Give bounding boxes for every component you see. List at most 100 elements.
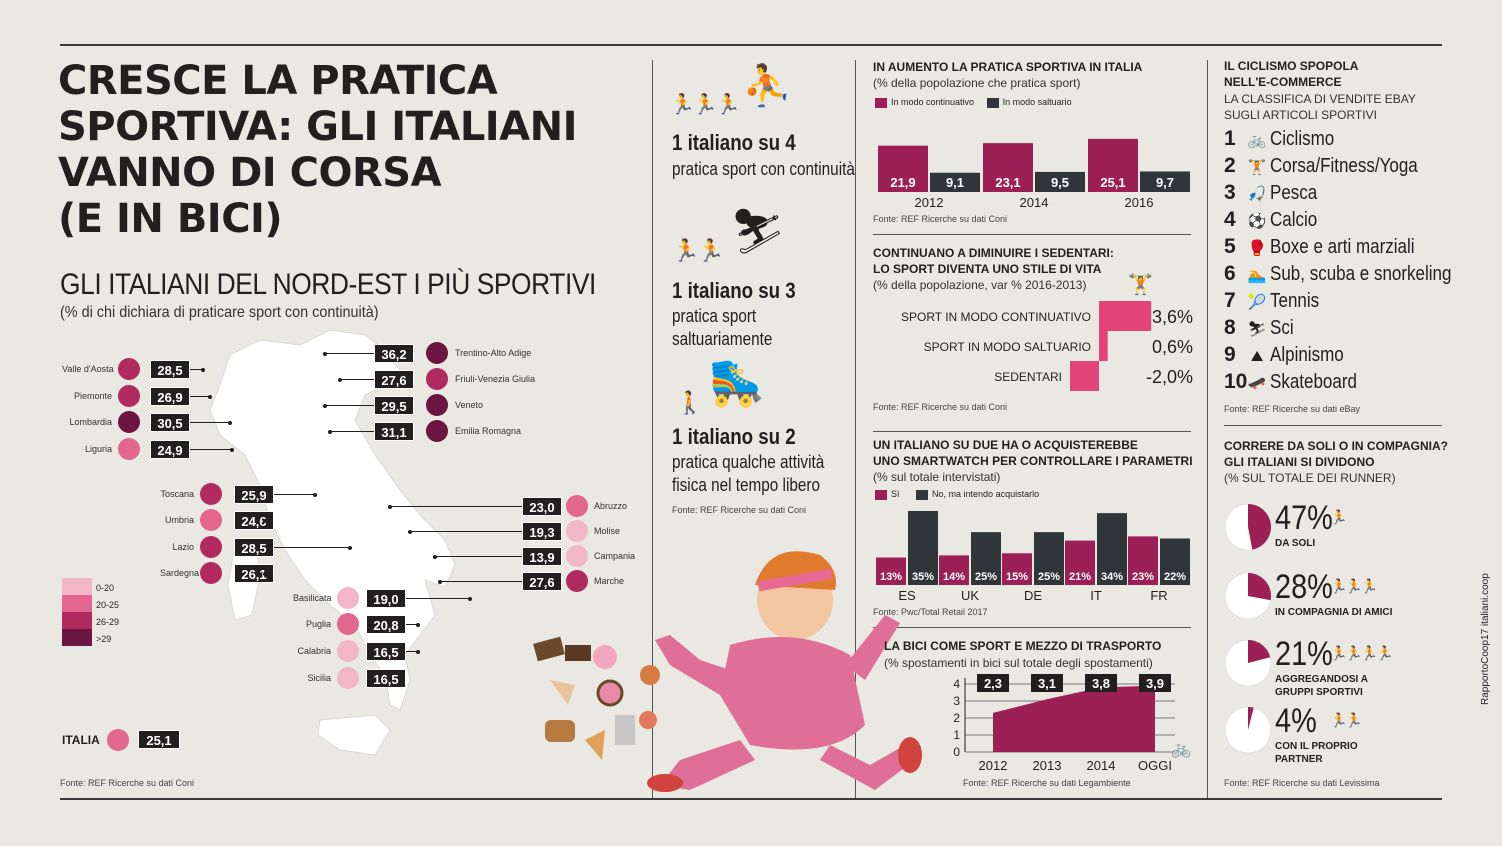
- runners-icon: 🏃🏃: [1330, 712, 1363, 728]
- pie-category-label: AGGREGANDOSI A GRUPPI SPORTIVI: [1275, 674, 1368, 698]
- region-connector: [406, 624, 418, 625]
- region-connector-dot: [388, 504, 392, 509]
- title-line: VANNO DI CORSA: [58, 150, 442, 196]
- ebay-rank-item: 9 ⛰ Alpinismo: [1224, 343, 1357, 369]
- bar-si: [1002, 553, 1032, 585]
- region-value: 25,9: [234, 485, 274, 504]
- region-dot: [118, 385, 140, 407]
- pie-slice: [1248, 504, 1271, 550]
- region-connector-dot: [323, 351, 327, 356]
- bar-si: [1065, 540, 1095, 585]
- region-dot: [200, 562, 222, 584]
- region-dot: [118, 438, 140, 460]
- region-dot: [337, 667, 359, 689]
- chart1-legend: In modo continuativo In modo saltuario: [875, 97, 1072, 108]
- top-rule: [60, 44, 1442, 46]
- column-divider-3: [1207, 60, 1208, 798]
- bar-value-label: 23%: [1132, 571, 1154, 583]
- region-dot: [566, 545, 588, 567]
- rank-name: Tennis: [1270, 290, 1320, 312]
- region-connector-dot: [400, 676, 404, 681]
- fishing-icon: 🎣: [1247, 186, 1267, 203]
- region-connector: [340, 379, 374, 380]
- side-credit: RapportoCoop17 italiani.coop: [1480, 573, 1491, 705]
- region-dot: [426, 368, 448, 390]
- region-dot: [118, 411, 140, 433]
- region-dot: [566, 520, 588, 542]
- bar-in-modo-continuativo: [1088, 138, 1138, 192]
- bar-value-label: 0,6%: [1152, 337, 1193, 357]
- ebay-source: Fonte: REF Ricerche su dati eBay: [1224, 404, 1361, 414]
- stat-big: 1 italiano su 2: [672, 424, 796, 449]
- chart1-title: IN AUMENTO LA PRATICA SPORTIVA IN ITALIA: [873, 60, 1143, 74]
- value-box: [1085, 674, 1117, 692]
- runners-title-text: CORRERE DA SOLI O IN COMPAGNIA? GLI ITAL…: [1224, 439, 1449, 469]
- category-label: SEDENTARI: [994, 370, 1062, 384]
- region-value: 24,9: [150, 440, 190, 459]
- runners-subtitle: (% SUL TOTALE DEI RUNNER): [1224, 471, 1396, 485]
- legend-swatch: [986, 97, 999, 108]
- map-title: GLI ITALIANI DEL NORD-EST I PIÙ SPORTIVI: [60, 268, 596, 301]
- rank-number: 8: [1224, 316, 1236, 339]
- region-value: 26,1: [234, 564, 274, 583]
- chart4-svg: 0 1 2 3 4 2,3 2012 3,1 2013 3,8 2014 3,9 OGGI🚲: [953, 674, 1191, 773]
- y-tick-label: 3: [953, 694, 960, 708]
- legend-item: 0-20: [62, 578, 119, 596]
- x-tick-label: 2016: [1125, 195, 1154, 210]
- region-name: Abruzzo: [594, 501, 628, 511]
- region-value: 19,3: [522, 522, 562, 541]
- row-divider-3: [873, 627, 1191, 628]
- tennis-icon: 🎾: [1247, 294, 1267, 311]
- region-value: 16,5: [366, 642, 406, 661]
- legend-swatch: [62, 578, 92, 596]
- region-dot: [200, 509, 222, 531]
- region-dot: [426, 394, 448, 416]
- rank-number: 3: [1224, 181, 1236, 204]
- stat-big: 1 italiano su 4: [672, 130, 796, 155]
- region-connector-dot: [263, 571, 267, 576]
- pie-category-label: CON IL PROPRIO PARTNER: [1275, 741, 1358, 765]
- bar-no: [1097, 513, 1127, 585]
- bar-si: [876, 557, 906, 585]
- bar-no: [1160, 538, 1190, 585]
- legend-label: In modo saltuario: [1002, 97, 1072, 107]
- pie-category-label: IN COMPAGNIA DI AMICI: [1275, 607, 1393, 618]
- region-connector-dot: [323, 403, 327, 408]
- bar-si: [939, 555, 969, 585]
- region-connector: [325, 405, 374, 406]
- sicily-shape: [317, 714, 391, 756]
- pie-value-label: 28%: [1275, 568, 1333, 606]
- bicycle-icon: 🚲: [1171, 741, 1191, 758]
- region-name: Emilia Romagna: [455, 426, 522, 436]
- rank-name: Pesca: [1270, 182, 1318, 204]
- x-tick-label: 2013: [1033, 758, 1062, 773]
- region-value: 20,8: [366, 615, 406, 634]
- weightlifter-icon: 🏋: [1128, 274, 1153, 296]
- stat-big: 1 italiano su 3: [672, 278, 796, 303]
- region-dot: [118, 358, 140, 380]
- region-connector: [330, 431, 374, 432]
- region-name: Calabria: [297, 646, 331, 656]
- value-box: [977, 674, 1009, 692]
- region-connector: [325, 353, 374, 354]
- region-name: Lazio: [172, 542, 194, 552]
- rank-number: 5: [1224, 235, 1236, 258]
- region-connector-dot: [201, 367, 205, 372]
- bar-in-modo-saltuario: [1140, 171, 1190, 192]
- rank-name: Ciclismo: [1270, 128, 1335, 150]
- legend-swatch: [875, 489, 887, 500]
- region-dot: [337, 640, 359, 662]
- region-connector-dot: [228, 420, 232, 425]
- bar-in-modo-continuativo: [878, 145, 928, 192]
- x-tick-label: DE: [1024, 588, 1042, 603]
- skateboard-icon: 🛹: [1247, 375, 1267, 392]
- rank-name: Corsa/Fitness/Yoga: [1270, 155, 1418, 177]
- ebay-subtitle-line2: SUGLI ARTICOLI SPORTIVI: [1224, 108, 1377, 122]
- ebay-rank-item: 2 🏋 Corsa/Fitness/Yoga: [1224, 154, 1444, 180]
- x-tick-label: FR: [1150, 588, 1167, 603]
- bar-value-label: 9,5: [1051, 175, 1069, 190]
- skier-icon: ⛷: [730, 207, 786, 256]
- stat-text: pratica sport saltuariamente: [672, 306, 773, 349]
- region-connector: [190, 449, 232, 450]
- runners-icon: 🏃🏃🏃: [1330, 578, 1378, 594]
